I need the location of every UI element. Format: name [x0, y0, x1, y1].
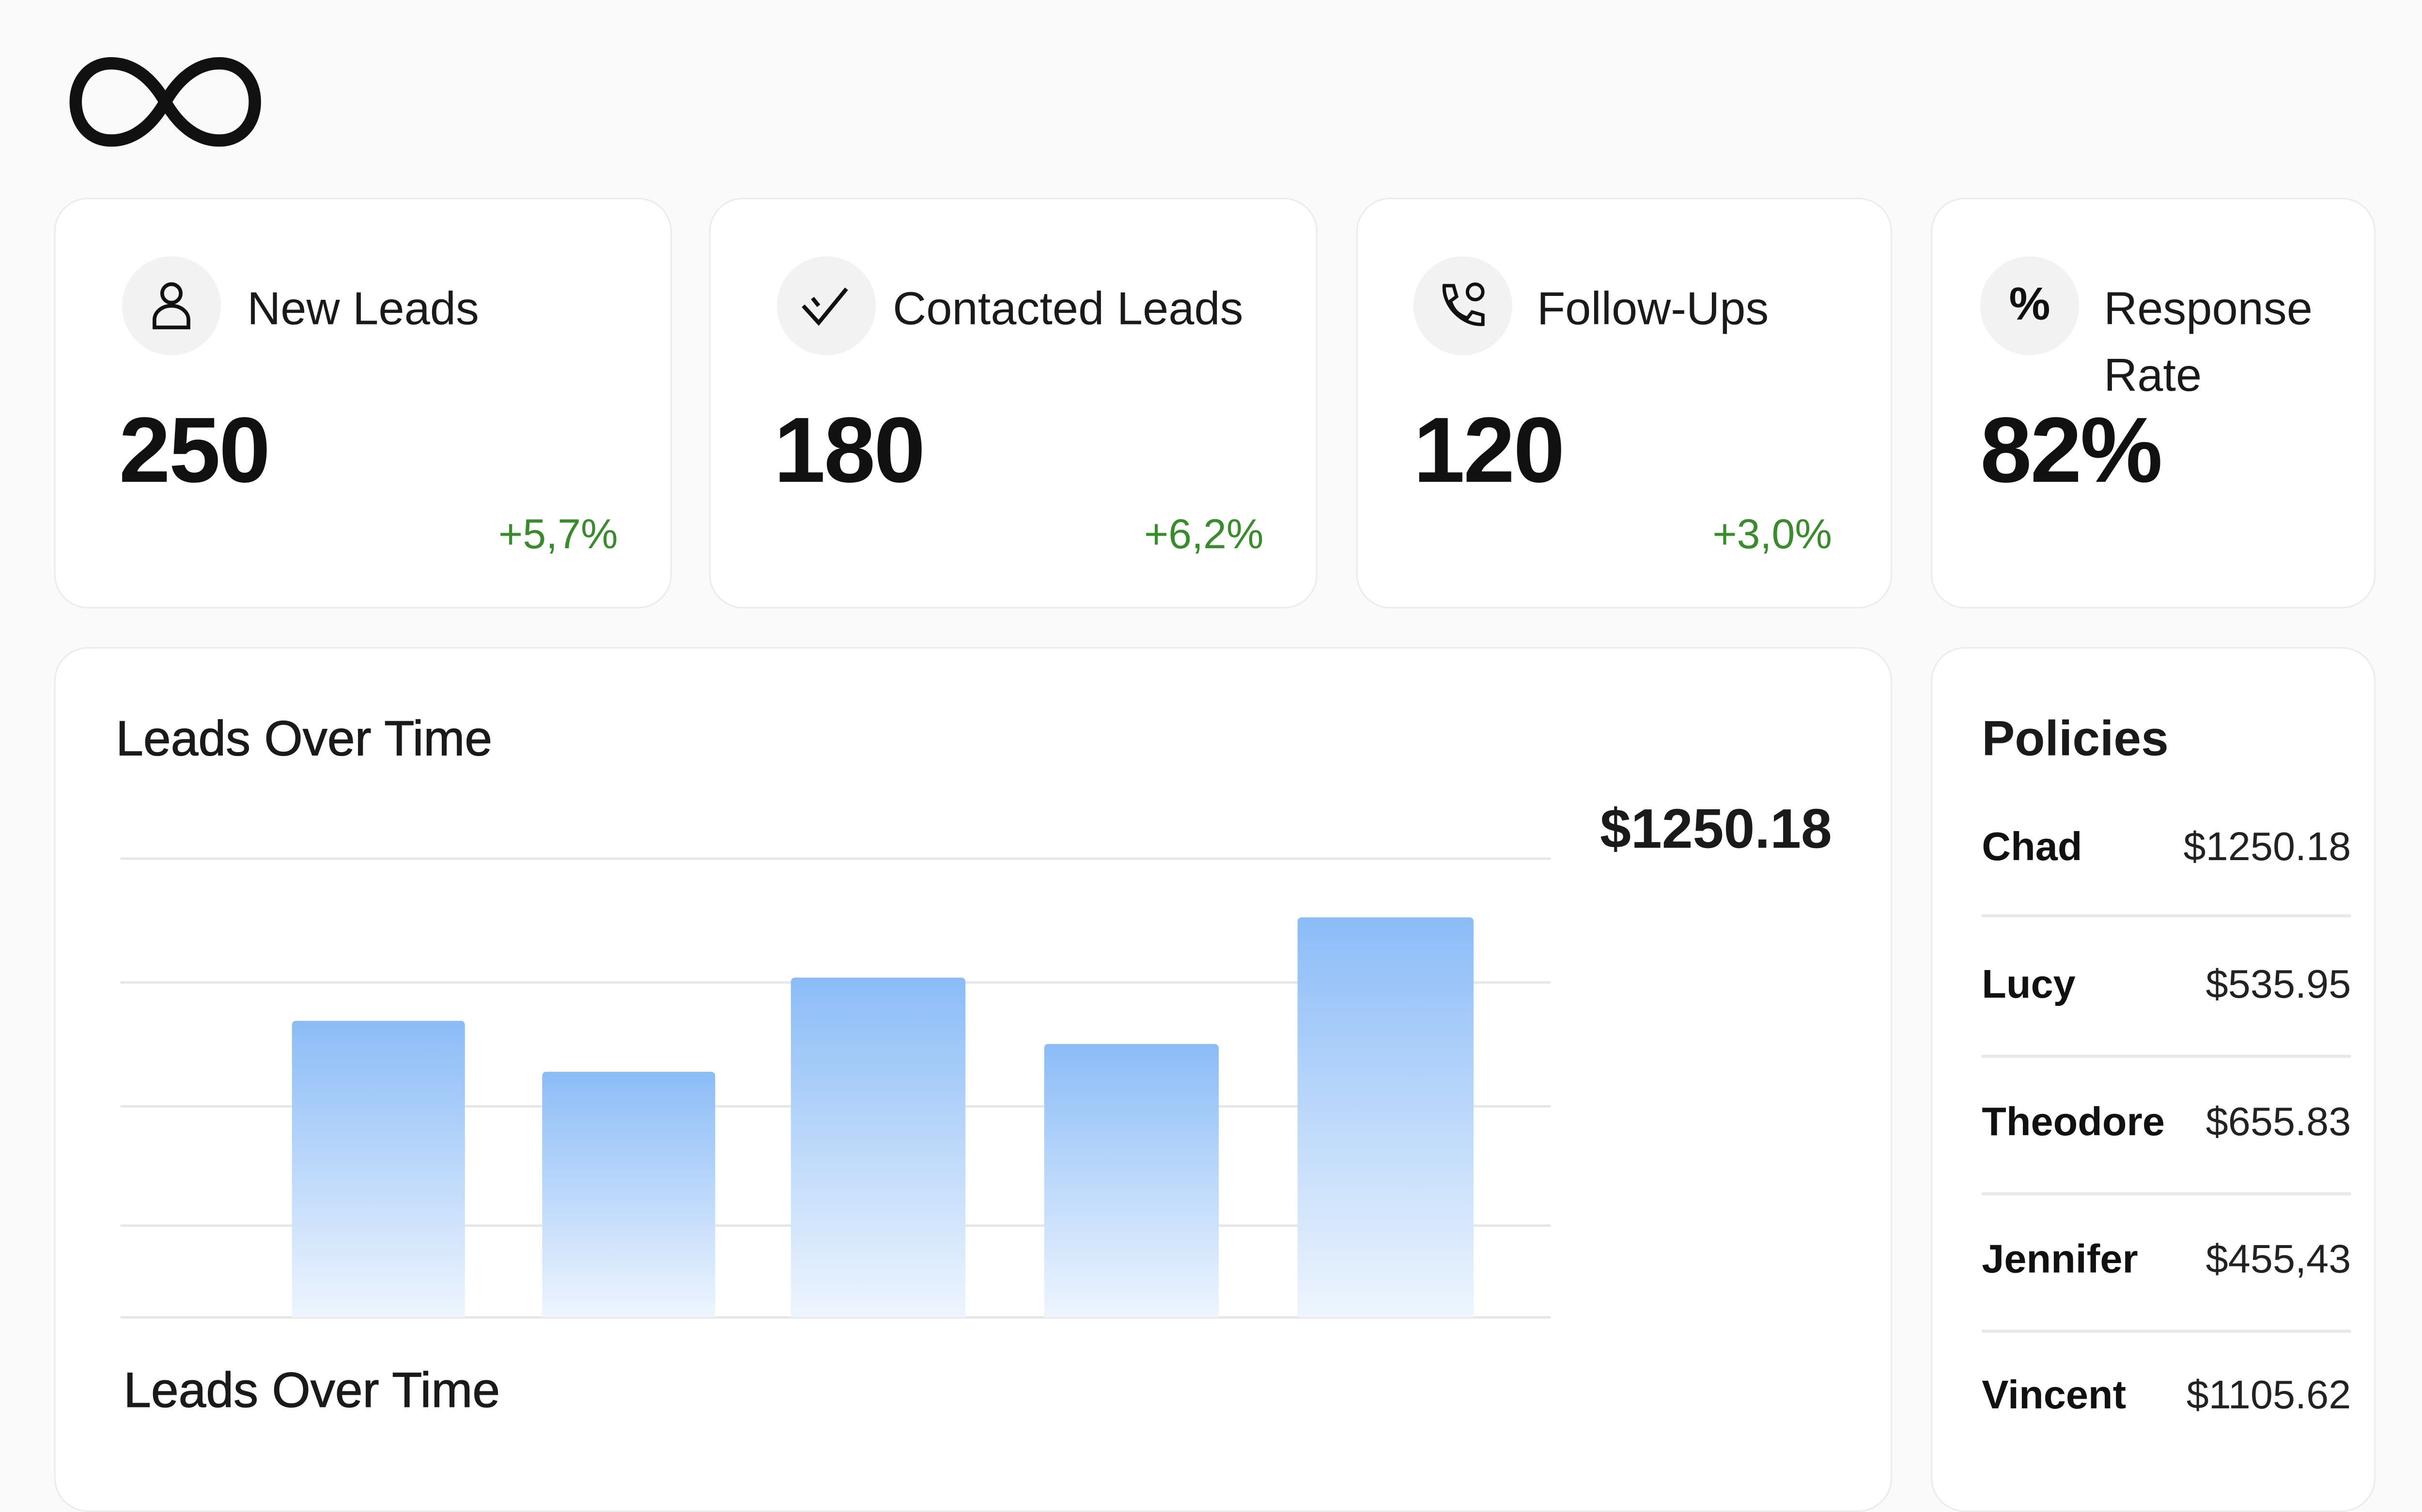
bar-2[interactable] — [542, 1072, 715, 1318]
policy-row[interactable]: Chad $1250.18 — [1982, 823, 2351, 885]
policy-name: Chad — [1982, 823, 2082, 870]
policy-amount: $1105.62 — [2186, 1371, 2351, 1418]
kpi-delta: +3,0% — [1712, 511, 1832, 558]
kpi-delta: +6,2% — [1144, 511, 1264, 558]
user-icon — [122, 256, 221, 355]
bar-4[interactable] — [1044, 1044, 1219, 1318]
chart-highlight-value: $1250.18 — [1600, 797, 1832, 861]
policy-name: Theodore — [1982, 1098, 2165, 1144]
infinity-logo-icon[interactable] — [69, 57, 261, 147]
policy-row[interactable]: Jennifer $455,43 — [1982, 1235, 2351, 1297]
policies-card: Policies Chad $1250.18 Lucy $535.95 Theodo… — [1931, 647, 2376, 1512]
policy-amount: $535.95 — [2205, 960, 2351, 1007]
divider — [1982, 1329, 2351, 1332]
bar-1[interactable] — [292, 1020, 465, 1318]
kpi-delta: +5,7% — [498, 511, 618, 558]
percent-icon: % — [1980, 256, 2080, 355]
policy-name: Vincent — [1982, 1371, 2127, 1418]
policy-name: Lucy — [1982, 960, 2076, 1007]
chart-title: Leads Over Time — [116, 710, 493, 766]
divider — [1982, 1192, 2351, 1195]
divider — [1982, 914, 2351, 917]
policy-amount: $1250.18 — [2183, 823, 2351, 870]
policies-title: Policies — [1982, 710, 2169, 766]
kpi-value: 250 — [119, 398, 271, 502]
kpi-value: 120 — [1413, 398, 1565, 502]
bar-5[interactable] — [1297, 917, 1474, 1318]
policy-row[interactable]: Vincent $1105.62 — [1982, 1372, 2351, 1434]
bar-chart — [120, 857, 1551, 1319]
policy-amount: $455,43 — [2205, 1235, 2351, 1282]
kpi-card-contacted-leads[interactable]: Contacted Leads 180 +6,2% — [709, 198, 1318, 609]
kpi-title: Response Rate — [2104, 284, 2313, 402]
kpi-card-follow-ups[interactable]: Follow-Ups 120 +3,0% — [1356, 198, 1893, 609]
check-icon — [776, 256, 876, 355]
policy-row[interactable]: Theodore $655.83 — [1982, 1098, 2351, 1160]
kpi-title: Contacted Leads — [893, 284, 1243, 335]
policy-amount: $655.83 — [2205, 1098, 2351, 1144]
kpi-card-response-rate[interactable]: % Response Rate 82% — [1931, 198, 2376, 609]
kpi-title: New Leads — [247, 284, 479, 335]
divider — [1982, 1054, 2351, 1057]
kpi-card-new-leads[interactable]: New Leads 250 +5,7% — [54, 198, 672, 609]
kpi-title: Follow-Ups — [1537, 284, 1769, 335]
kpi-value: 82% — [1980, 398, 2163, 502]
leads-chart-card: Leads Over Time $1250.18 Leads Over Time — [54, 647, 1893, 1512]
chart-footer-title: Leads Over Time — [123, 1362, 500, 1418]
bar-3[interactable] — [791, 977, 965, 1318]
phone-icon — [1413, 256, 1512, 355]
dashboard: New Leads 250 +5,7% Contacted Leads 180 … — [54, 57, 2376, 1512]
kpi-value: 180 — [774, 398, 926, 502]
policy-row[interactable]: Lucy $535.95 — [1982, 960, 2351, 1022]
policy-name: Jennifer — [1982, 1235, 2138, 1282]
